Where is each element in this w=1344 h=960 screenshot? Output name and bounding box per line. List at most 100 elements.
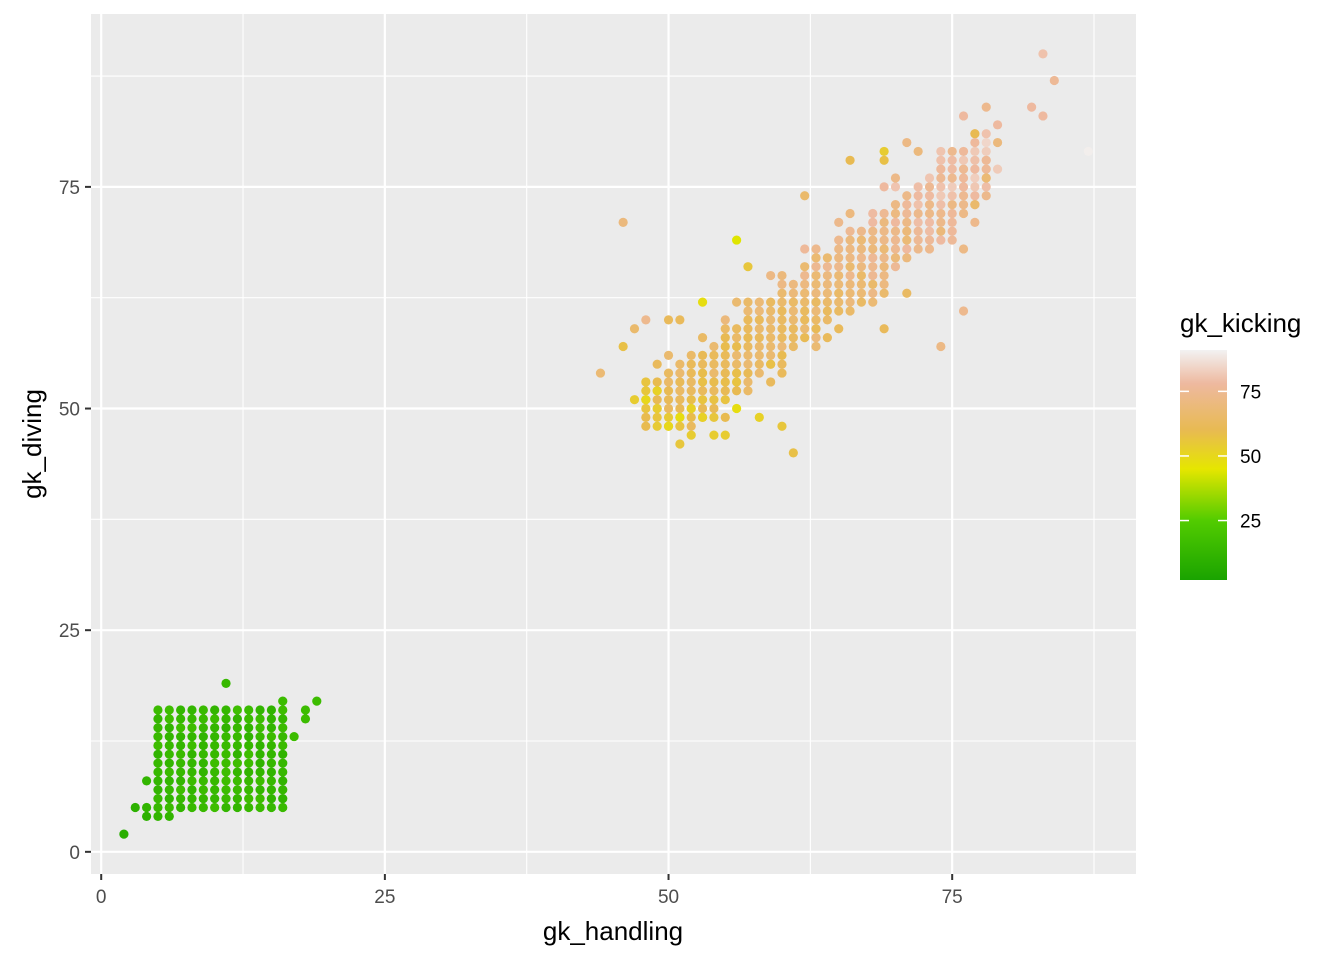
data-point xyxy=(754,412,764,423)
data-point xyxy=(153,714,163,724)
data-point xyxy=(720,412,730,423)
data-point xyxy=(981,182,991,192)
data-point xyxy=(845,208,855,219)
data-point xyxy=(743,262,753,272)
data-point xyxy=(187,740,197,751)
data-point xyxy=(266,723,277,733)
legend-label: 75 xyxy=(1240,382,1261,403)
data-point xyxy=(981,102,991,112)
data-point xyxy=(232,749,242,759)
data-point xyxy=(947,173,957,183)
data-point xyxy=(811,297,821,307)
data-point xyxy=(198,723,208,733)
data-point xyxy=(902,217,912,227)
data-point xyxy=(686,350,696,360)
data-point xyxy=(754,324,764,334)
data-point xyxy=(187,749,197,759)
data-point xyxy=(947,146,957,157)
data-point xyxy=(278,740,288,751)
data-point xyxy=(754,341,764,352)
data-point xyxy=(709,359,719,369)
data-point xyxy=(958,208,969,219)
data-point xyxy=(992,137,1003,148)
data-point xyxy=(255,758,265,768)
data-point xyxy=(811,262,821,272)
data-point xyxy=(981,164,991,174)
data-point xyxy=(936,155,946,165)
data-point xyxy=(879,235,889,245)
data-point xyxy=(947,164,957,174)
data-point xyxy=(788,279,798,290)
data-point xyxy=(255,714,265,724)
data-point xyxy=(800,324,810,334)
data-point xyxy=(198,767,208,777)
x-tick-label: 50 xyxy=(658,887,679,908)
data-point xyxy=(266,758,277,768)
data-point xyxy=(198,740,208,751)
data-point xyxy=(255,749,265,759)
data-point xyxy=(970,200,980,210)
data-point xyxy=(743,306,753,316)
data-point xyxy=(697,412,708,423)
data-point xyxy=(141,811,152,821)
data-point xyxy=(153,811,163,821)
data-point xyxy=(970,164,980,174)
data-point xyxy=(176,705,186,715)
data-point xyxy=(1083,146,1093,157)
data-point xyxy=(198,785,208,795)
data-point xyxy=(777,306,787,316)
data-point xyxy=(187,776,197,786)
data-point xyxy=(868,297,878,307)
data-point xyxy=(936,173,946,183)
data-point xyxy=(788,315,798,325)
data-point xyxy=(176,767,186,777)
data-point xyxy=(675,395,685,405)
data-point xyxy=(210,758,220,768)
data-point xyxy=(936,164,946,174)
data-point xyxy=(970,182,980,192)
data-point xyxy=(834,235,844,245)
data-point xyxy=(777,297,787,307)
data-point xyxy=(834,262,844,272)
data-point xyxy=(675,412,685,423)
data-point xyxy=(232,785,242,795)
data-point xyxy=(754,359,764,369)
data-point xyxy=(992,120,1003,130)
data-point xyxy=(834,217,844,227)
data-point xyxy=(811,288,821,298)
data-point xyxy=(732,350,742,360)
data-point xyxy=(232,758,242,768)
data-point xyxy=(811,306,821,316)
data-point xyxy=(800,244,810,254)
data-point xyxy=(992,164,1003,174)
data-point xyxy=(697,395,708,405)
data-point xyxy=(913,191,923,201)
data-point xyxy=(788,333,798,343)
data-point xyxy=(266,776,277,786)
data-point xyxy=(153,705,163,715)
data-point xyxy=(879,146,889,157)
data-point xyxy=(244,723,254,733)
data-point xyxy=(902,137,912,148)
data-point xyxy=(754,306,764,316)
data-point xyxy=(834,324,844,334)
data-point xyxy=(153,758,163,768)
data-point xyxy=(970,137,980,148)
data-point xyxy=(743,350,753,360)
data-point xyxy=(936,226,946,236)
data-point xyxy=(210,731,220,742)
data-point xyxy=(754,333,764,343)
data-point xyxy=(766,270,776,281)
data-point xyxy=(697,350,708,360)
data-point xyxy=(232,714,242,724)
data-point xyxy=(210,723,220,733)
data-point xyxy=(868,226,878,236)
data-point xyxy=(800,262,810,272)
data-point xyxy=(856,262,867,272)
data-point xyxy=(845,253,855,263)
data-point xyxy=(970,146,980,157)
data-point xyxy=(176,731,186,742)
data-point xyxy=(924,200,935,210)
data-point xyxy=(641,395,651,405)
data-point xyxy=(868,244,878,254)
